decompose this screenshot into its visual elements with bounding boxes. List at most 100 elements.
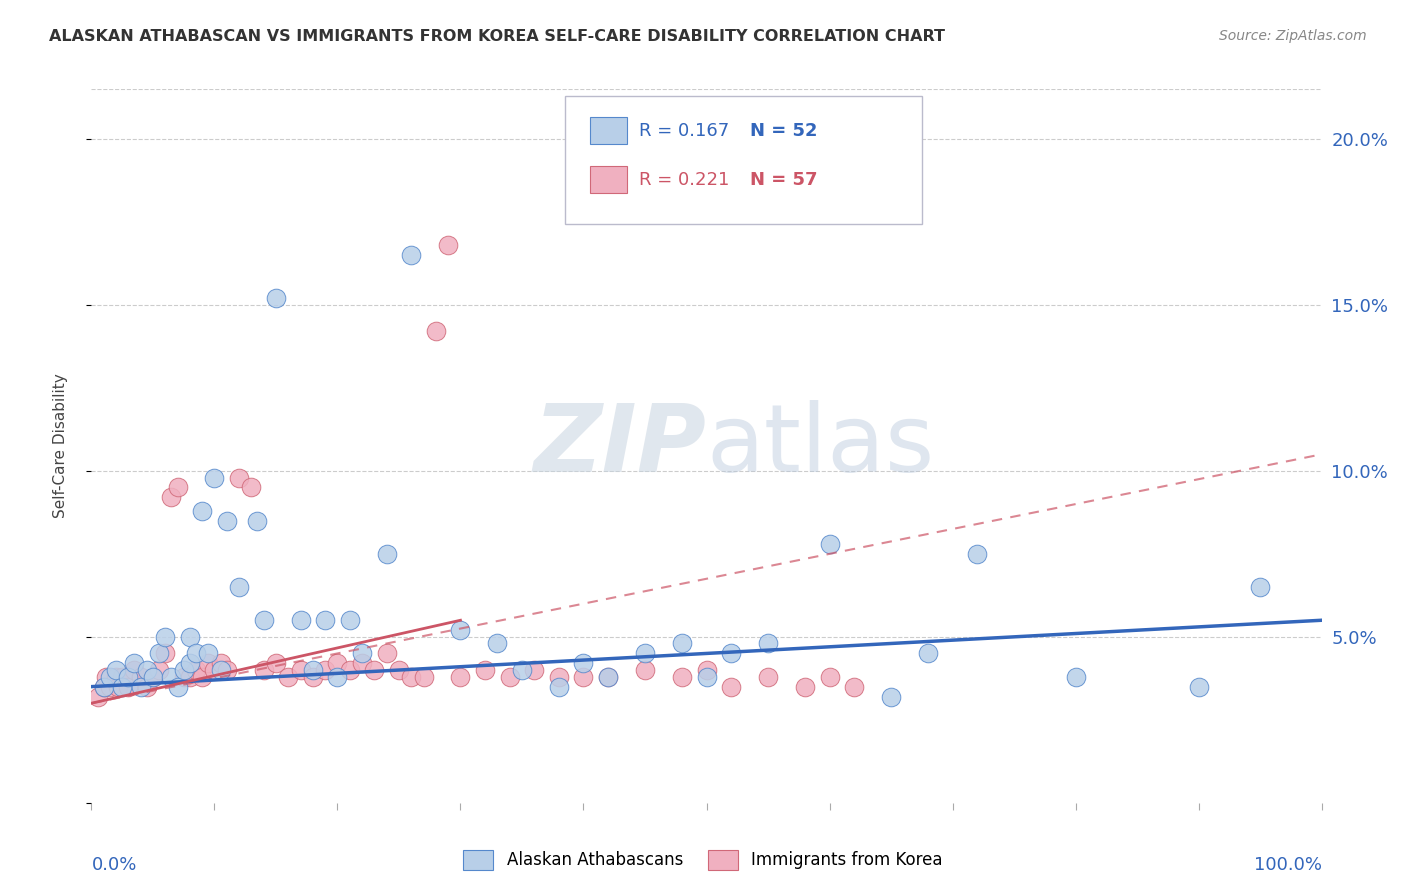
- Point: [135, 663, 157, 677]
- Point: [184, 647, 207, 661]
- Point: [375, 647, 398, 661]
- Point: [510, 663, 533, 677]
- Point: [339, 613, 361, 627]
- Point: [96, 670, 117, 684]
- Point: [215, 663, 238, 677]
- Point: [326, 657, 349, 671]
- Legend: Alaskan Athabascans, Immigrants from Korea: Alaskan Athabascans, Immigrants from Kor…: [457, 843, 949, 877]
- Point: [1187, 680, 1209, 694]
- Point: [191, 670, 214, 684]
- Point: [339, 663, 361, 677]
- Point: [160, 670, 183, 684]
- Point: [425, 325, 447, 339]
- Point: [153, 647, 177, 661]
- Text: N = 57: N = 57: [749, 170, 817, 188]
- Point: [105, 670, 127, 684]
- Point: [209, 663, 232, 677]
- Point: [756, 636, 779, 650]
- Point: [671, 636, 693, 650]
- Point: [93, 680, 115, 694]
- Point: [572, 657, 595, 671]
- Point: [98, 680, 121, 694]
- Point: [86, 690, 108, 704]
- Point: [253, 613, 276, 627]
- Text: 0.0%: 0.0%: [91, 856, 136, 874]
- Point: [290, 663, 312, 677]
- Text: atlas: atlas: [706, 400, 935, 492]
- Point: [301, 663, 323, 677]
- Point: [173, 663, 195, 677]
- Point: [179, 630, 201, 644]
- Point: [228, 580, 250, 594]
- FancyBboxPatch shape: [565, 96, 922, 224]
- Point: [197, 647, 219, 661]
- Point: [449, 624, 471, 638]
- Text: 100.0%: 100.0%: [1254, 856, 1322, 874]
- Point: [124, 663, 146, 677]
- Point: [695, 663, 717, 677]
- Point: [173, 670, 195, 684]
- Point: [399, 248, 422, 262]
- Point: [160, 491, 183, 505]
- Point: [301, 670, 323, 684]
- Point: [107, 680, 129, 694]
- Point: [756, 670, 779, 684]
- Point: [449, 670, 471, 684]
- Point: [548, 670, 571, 684]
- Point: [596, 670, 619, 684]
- Point: [111, 680, 134, 694]
- Point: [388, 663, 411, 677]
- Point: [671, 670, 693, 684]
- Point: [191, 504, 214, 518]
- Point: [548, 680, 571, 694]
- Point: [966, 547, 988, 561]
- Point: [474, 663, 496, 677]
- Point: [486, 636, 509, 650]
- Point: [363, 663, 385, 677]
- Point: [399, 670, 422, 684]
- Point: [498, 670, 520, 684]
- FancyBboxPatch shape: [589, 117, 627, 145]
- Y-axis label: Self-Care Disability: Self-Care Disability: [53, 374, 67, 518]
- Point: [264, 657, 287, 671]
- Point: [111, 670, 134, 684]
- Point: [142, 670, 165, 684]
- Text: R = 0.221: R = 0.221: [638, 170, 730, 188]
- Point: [352, 647, 374, 661]
- Point: [880, 690, 903, 704]
- Point: [98, 670, 121, 684]
- Point: [596, 670, 619, 684]
- Point: [634, 647, 657, 661]
- Point: [264, 291, 287, 305]
- Point: [142, 670, 165, 684]
- Point: [352, 657, 374, 671]
- Point: [202, 663, 225, 677]
- Point: [179, 670, 201, 684]
- Point: [209, 657, 232, 671]
- Point: [166, 481, 188, 495]
- Point: [523, 663, 546, 677]
- Text: R = 0.167: R = 0.167: [638, 121, 730, 140]
- Point: [720, 680, 742, 694]
- Point: [818, 537, 841, 551]
- Point: [818, 670, 841, 684]
- Point: [117, 680, 139, 694]
- Point: [314, 663, 336, 677]
- Point: [179, 657, 201, 671]
- Point: [148, 663, 170, 677]
- Point: [124, 657, 146, 671]
- Point: [326, 670, 349, 684]
- Point: [720, 647, 742, 661]
- Point: [793, 680, 815, 694]
- Point: [277, 670, 299, 684]
- Point: [135, 680, 157, 694]
- Point: [1064, 670, 1087, 684]
- Point: [129, 680, 152, 694]
- Point: [375, 547, 398, 561]
- Text: Source: ZipAtlas.com: Source: ZipAtlas.com: [1219, 29, 1367, 43]
- Point: [246, 514, 269, 528]
- Text: ZIP: ZIP: [534, 400, 706, 492]
- Point: [240, 481, 263, 495]
- Text: ALASKAN ATHABASCAN VS IMMIGRANTS FROM KOREA SELF-CARE DISABILITY CORRELATION CHA: ALASKAN ATHABASCAN VS IMMIGRANTS FROM KO…: [49, 29, 945, 45]
- Point: [253, 663, 276, 677]
